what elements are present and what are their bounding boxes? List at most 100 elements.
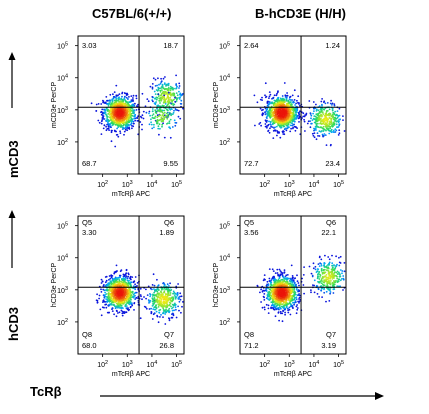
event-dot [110, 283, 113, 286]
event-dot [174, 292, 177, 295]
event-dot [283, 269, 286, 271]
event-dot [117, 276, 120, 279]
event-dot [149, 114, 151, 117]
event-dot [266, 117, 268, 119]
event-dot [174, 295, 177, 298]
event-dot [173, 87, 175, 90]
event-dot [121, 297, 123, 299]
event-dot [260, 301, 262, 303]
event-dot [174, 100, 177, 103]
event-dot [259, 291, 261, 294]
event-dot [108, 99, 111, 102]
event-dot [286, 92, 288, 94]
event-dot [128, 303, 131, 306]
event-dot [106, 117, 108, 119]
event-dot [155, 288, 157, 291]
event-dot [267, 100, 269, 103]
event-dot [291, 275, 294, 277]
event-dot [114, 104, 117, 107]
event-dot [172, 299, 174, 302]
event-dot [159, 91, 162, 93]
event-dot [124, 128, 127, 131]
event-dot [117, 97, 120, 100]
event-dot [329, 144, 332, 147]
event-dot [271, 268, 274, 271]
event-dot [122, 100, 124, 103]
event-dot [160, 298, 163, 300]
event-dot [293, 115, 295, 117]
event-dot [274, 103, 277, 106]
event-dot [170, 94, 172, 97]
event-dot [313, 127, 315, 130]
event-dot [128, 279, 130, 282]
event-dot [109, 289, 112, 292]
event-dot [291, 114, 294, 116]
event-dot [112, 295, 115, 298]
event-dot [129, 110, 132, 113]
event-dot [182, 301, 184, 303]
event-dot [331, 114, 334, 117]
event-dot [126, 292, 129, 295]
event-dot [119, 301, 122, 304]
event-dot [157, 293, 160, 296]
event-dot [295, 102, 297, 105]
event-dot [290, 127, 292, 130]
event-dot [96, 301, 99, 304]
event-dot [321, 103, 323, 106]
event-dot [168, 120, 171, 123]
event-dot [278, 121, 281, 124]
event-dot [156, 122, 159, 124]
event-dot [293, 125, 296, 128]
event-dot [270, 307, 272, 310]
event-dot [110, 102, 113, 105]
event-dot [90, 102, 93, 105]
event-dot [145, 288, 147, 291]
event-dot [131, 304, 134, 307]
event-dot [134, 283, 136, 286]
event-dot [166, 96, 169, 99]
event-dot [123, 274, 126, 277]
event-dot [135, 94, 138, 97]
event-dot [293, 280, 295, 283]
event-dot [161, 111, 164, 114]
event-dot [110, 108, 112, 111]
event-dot [163, 109, 166, 112]
event-dot [322, 118, 325, 121]
event-dot [162, 309, 165, 311]
event-dot [105, 298, 107, 300]
event-dot [136, 282, 139, 284]
event-dot [163, 290, 166, 293]
event-dot [110, 297, 113, 300]
event-dot [263, 299, 266, 301]
event-dot [131, 124, 133, 127]
quadrant-value-ll: 68.7 [82, 159, 97, 168]
event-dot [155, 112, 158, 115]
event-dot [282, 118, 284, 121]
event-dot [103, 296, 106, 299]
event-dot [312, 134, 315, 137]
event-dot [106, 288, 108, 291]
event-dot [105, 129, 108, 132]
event-dot [110, 119, 113, 122]
event-dot [112, 280, 115, 283]
event-dot [165, 88, 167, 90]
event-dot [272, 122, 275, 124]
event-dot [120, 117, 123, 119]
event-dot [291, 99, 293, 101]
event-dot [180, 99, 183, 102]
event-dot [343, 130, 346, 132]
event-dot [156, 96, 159, 99]
event-dot [293, 302, 296, 304]
event-dot [278, 102, 281, 105]
event-dot [328, 113, 331, 116]
event-dot [157, 301, 159, 303]
event-dot [159, 96, 162, 99]
event-dot [166, 123, 168, 125]
plot-frame [239, 35, 347, 175]
event-dot [154, 93, 157, 95]
event-dot [308, 100, 311, 102]
event-dot [281, 109, 284, 112]
event-dot [112, 93, 114, 96]
event-dot [152, 302, 155, 305]
event-dot [317, 135, 319, 137]
